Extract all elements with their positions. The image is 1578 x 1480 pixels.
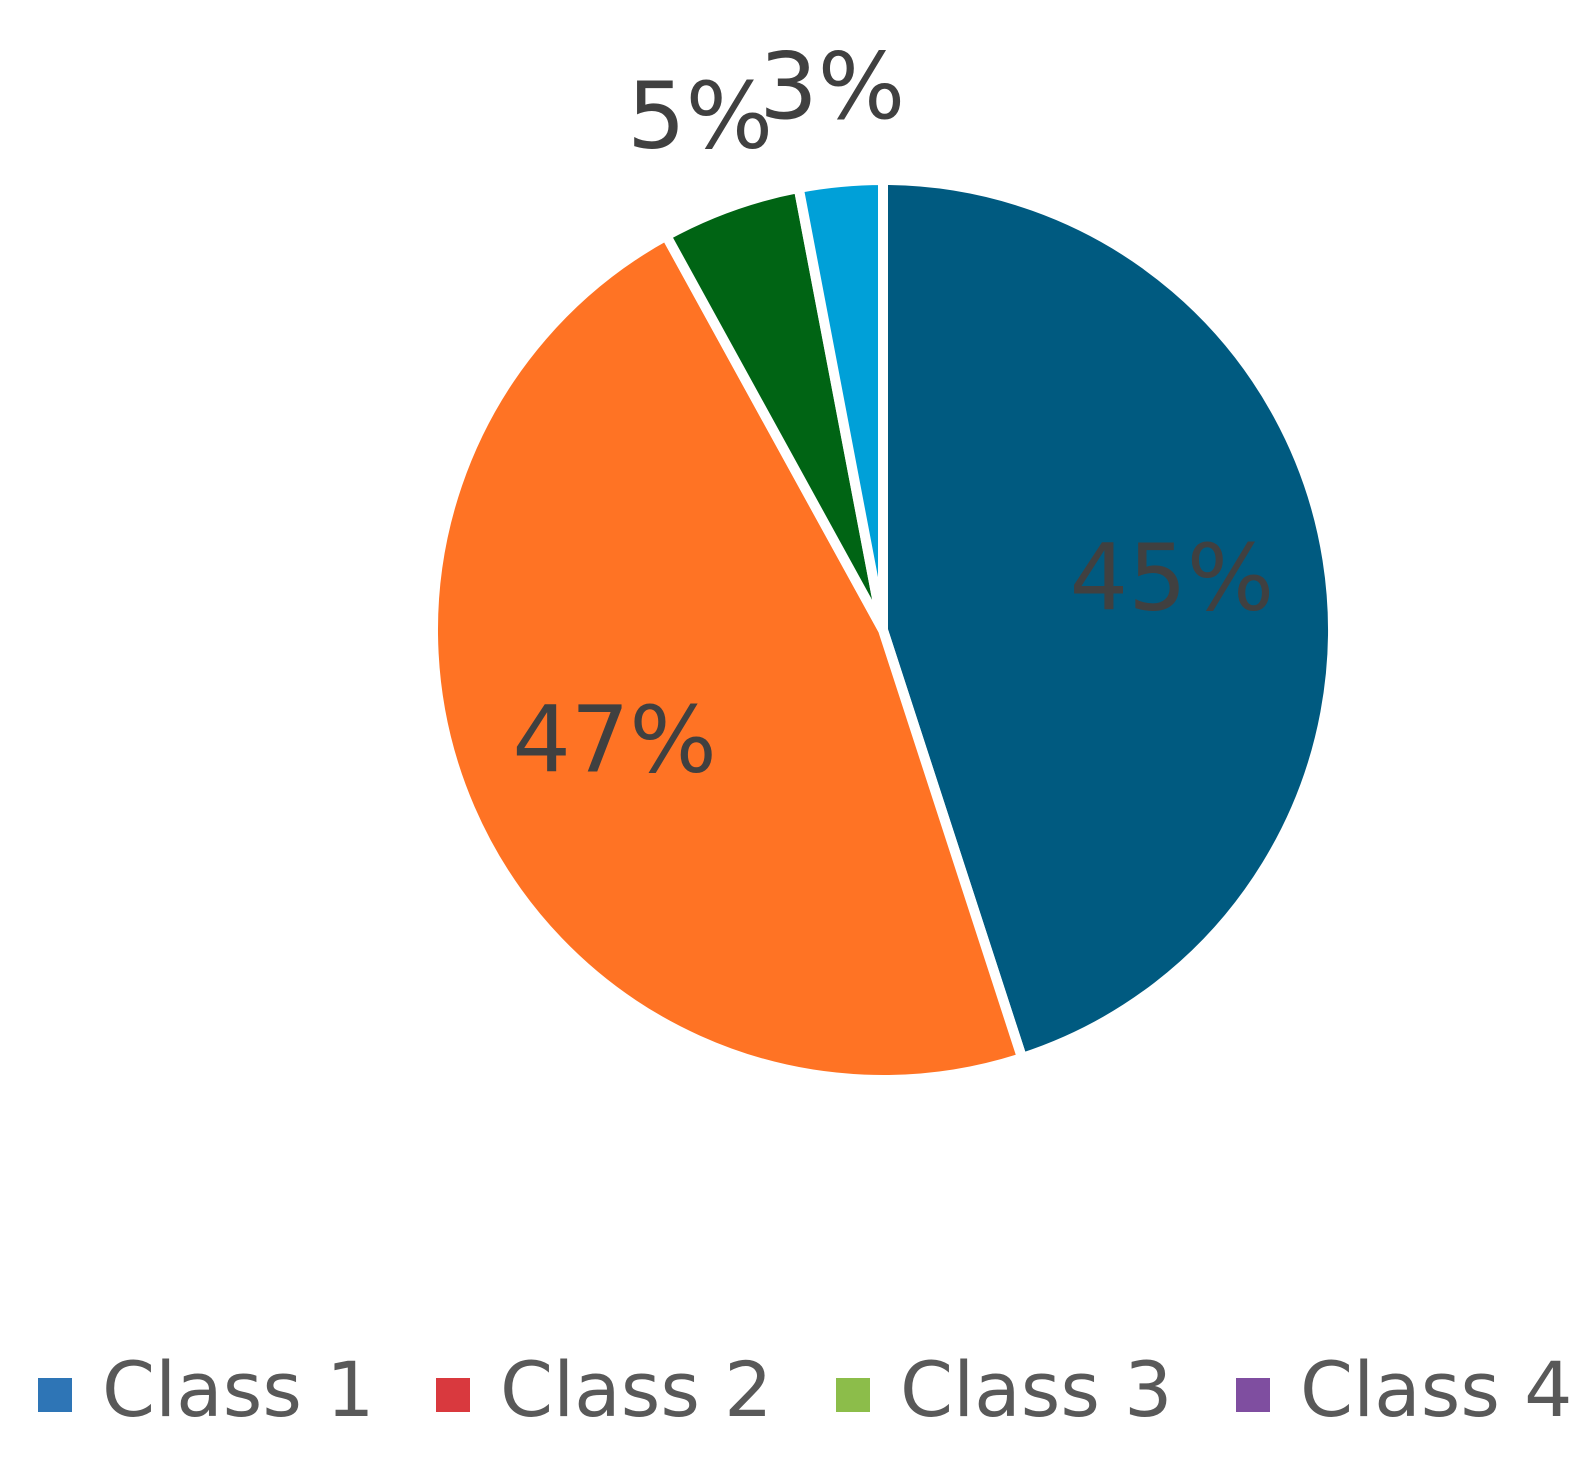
legend-marker — [436, 1378, 470, 1412]
pie-slice — [792, 174, 888, 631]
data-label: 5% — [627, 62, 773, 169]
data-label: 47% — [512, 687, 716, 794]
legend-label: Class 1 — [102, 1345, 374, 1434]
legend-marker — [1236, 1378, 1270, 1412]
pie-slice — [878, 174, 1339, 1065]
legend-marker — [836, 1378, 870, 1412]
pie-slice — [428, 228, 1029, 1086]
legend-label: Class 2 — [500, 1345, 772, 1434]
legend-label: Class 4 — [1300, 1345, 1572, 1434]
legend-marker — [38, 1378, 72, 1412]
legend-label: Class 3 — [900, 1345, 1172, 1434]
data-label: 3% — [759, 33, 905, 140]
data-label: 45% — [1070, 525, 1274, 632]
